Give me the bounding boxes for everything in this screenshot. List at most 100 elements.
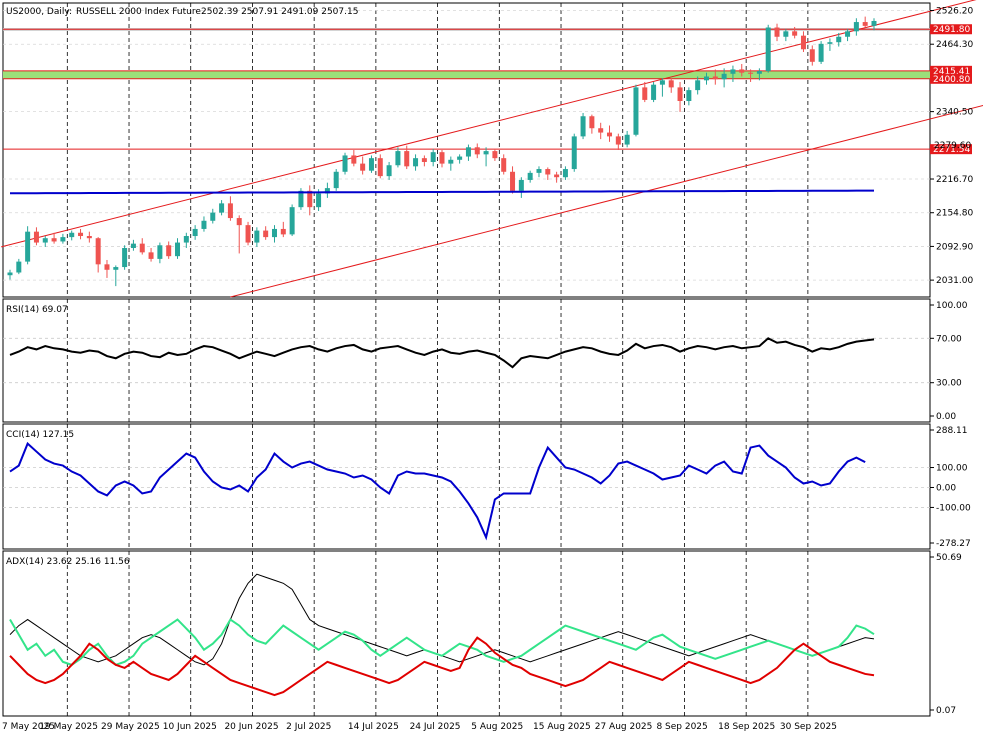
candle-body	[518, 179, 524, 191]
candle-body	[430, 152, 436, 162]
channel-line	[230, 105, 983, 298]
x-date-label: 8 Sep 2025	[656, 722, 707, 732]
adx-line	[9, 573, 875, 666]
grid-layer	[3, 3, 930, 716]
candle-body	[457, 156, 463, 160]
candle-body	[122, 248, 128, 268]
candle-body	[448, 159, 454, 164]
candle-body	[78, 232, 84, 237]
price-tag-box	[930, 73, 972, 84]
candle-body	[827, 42, 833, 44]
cci-line	[9, 441, 866, 541]
price-tick-label: 2154.80	[936, 209, 973, 219]
candle-body	[42, 238, 48, 243]
x-date-label: 19 May 2025	[39, 722, 98, 732]
candle-body	[183, 236, 189, 243]
candle-body	[536, 169, 542, 173]
candle-body	[651, 84, 657, 100]
x-date-label: 5 Aug 2025	[471, 722, 523, 732]
candle-body	[201, 220, 207, 229]
candle-body	[413, 158, 419, 167]
candle-body	[862, 22, 868, 26]
rsi-panel-frame	[2, 298, 931, 423]
candle-body	[69, 232, 75, 238]
indicator-tick-label: -278.27	[936, 539, 971, 549]
price-tag-box	[930, 24, 972, 35]
x-date-label: 29 May 2025	[101, 722, 160, 732]
candle-body	[271, 228, 277, 238]
candle-body	[7, 272, 13, 276]
candle-body	[139, 243, 145, 253]
candle-body	[254, 230, 260, 243]
price-tick-label: 2464.30	[936, 40, 973, 50]
candle-body	[527, 172, 533, 180]
candle-body	[219, 203, 225, 213]
candle-body	[492, 151, 498, 159]
x-date-label: 7 May 2025	[2, 722, 55, 732]
candle-body	[60, 237, 66, 242]
candle-body	[395, 151, 401, 166]
candle-body	[677, 87, 683, 101]
candle-body	[871, 20, 877, 26]
candle-body	[421, 158, 427, 162]
candle-body	[16, 261, 22, 273]
candle-body	[633, 87, 639, 135]
candle-body	[748, 72, 754, 74]
header-symbol: US2000, Daily:	[6, 7, 72, 17]
candle-body	[324, 188, 330, 194]
candle-body	[703, 76, 709, 81]
price-tag-box	[930, 65, 972, 76]
indicator-tick-label: -100.00	[936, 503, 971, 513]
candle-body	[245, 225, 251, 243]
candle-body	[607, 132, 613, 137]
candle-body	[800, 35, 806, 50]
adx-panel-frame	[2, 550, 931, 717]
candle-body	[774, 27, 780, 37]
candle-body	[386, 165, 392, 177]
rsi-line	[9, 337, 875, 369]
indicator-tick-label: 100.00	[936, 464, 968, 474]
candle-body	[624, 134, 630, 145]
x-date-label: 30 Sep 2025	[780, 722, 837, 732]
candle-body	[562, 169, 568, 178]
candle-body	[316, 193, 322, 208]
candle-body	[33, 231, 39, 243]
indicator-tick-label: 0.00	[936, 412, 956, 422]
candle-body	[853, 22, 859, 32]
candle-body	[157, 245, 163, 259]
header-ohlc: 2502.39 2507.91 2491.09 2507.15	[201, 7, 358, 17]
price-tick-label: 2031.00	[936, 276, 973, 286]
candle-body	[113, 267, 119, 270]
candle-body	[818, 43, 824, 62]
indicator-tick-label: 288.11	[936, 426, 968, 436]
x-date-label: 24 Jul 2025	[410, 722, 461, 732]
candle-body	[545, 169, 551, 175]
rsi-label: RSI(14) 69.07	[6, 305, 68, 315]
x-date-label: 14 Jul 2025	[348, 722, 399, 732]
x-date-label: 18 Sep 2025	[718, 722, 775, 732]
header-description: RUSSELL 2000 Index Future	[76, 7, 201, 17]
candle-body	[280, 228, 286, 235]
candle-body	[51, 238, 57, 242]
zone-layer	[1, 0, 983, 298]
moving-average-line	[9, 189, 875, 195]
candle-body	[351, 155, 357, 164]
candle-body	[571, 136, 577, 170]
candle-body	[25, 231, 31, 262]
candle-body	[377, 158, 383, 177]
candle-body	[510, 171, 516, 191]
support-zone-green	[3, 70, 930, 79]
indicator-tick-label: 50.69	[936, 553, 962, 563]
candle-body	[554, 174, 560, 178]
candle-body	[589, 116, 595, 129]
indicator-tick-label: 0.07	[936, 706, 956, 716]
price-tick-label: 2092.90	[936, 242, 973, 252]
candle-body	[712, 76, 718, 80]
price-tick-label: 2340.50	[936, 108, 973, 118]
candle-body	[598, 128, 604, 133]
candle-body	[465, 147, 471, 157]
candle-body	[342, 155, 348, 172]
candle-body	[175, 242, 181, 257]
indicator-tick-label: 0.00	[936, 483, 956, 493]
